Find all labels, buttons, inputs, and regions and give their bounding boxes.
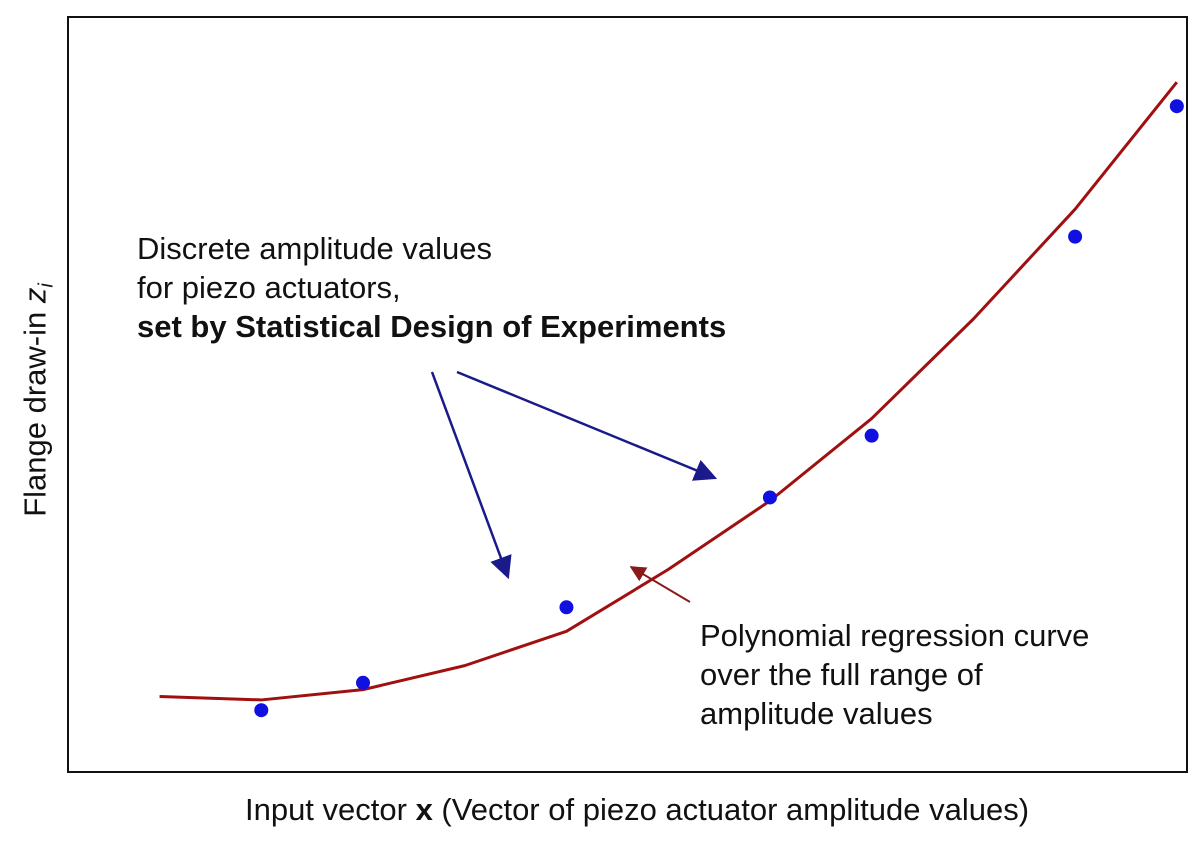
x-axis-label: Input vector x (Vector of piezo actuator… xyxy=(244,792,1030,827)
curve-annotation-line-2: over the full range of xyxy=(700,657,983,692)
data-point-5 xyxy=(864,428,879,443)
curve-annotation-line-3: amplitude values xyxy=(700,696,933,731)
data-point-4 xyxy=(762,490,777,505)
curve-annotation-line-1: Polynomial regression curve xyxy=(700,618,1090,653)
curve-annotation: Polynomial regression curve over the ful… xyxy=(700,616,1089,733)
points-annotation-line-2: for piezo actuators, xyxy=(137,270,401,305)
points-annotation-bold-line: set by Statistical Design of Experiments xyxy=(137,309,727,344)
data-point-3 xyxy=(559,600,574,615)
data-point-2 xyxy=(356,675,371,690)
points-annotation: Discrete amplitude values for piezo actu… xyxy=(137,229,726,346)
plot-frame xyxy=(67,16,1188,773)
data-point-6 xyxy=(1068,229,1083,244)
point-layer xyxy=(254,99,1184,718)
data-point-7 xyxy=(1169,99,1184,114)
data-point-1 xyxy=(254,703,269,718)
annotation-arrow-3 xyxy=(629,566,691,603)
curve-layer xyxy=(159,81,1178,702)
points-annotation-line-1: Discrete amplitude values xyxy=(137,231,492,266)
annotation-arrow-1 xyxy=(430,371,512,580)
y-axis-label: Flange draw-in zi xyxy=(17,283,58,517)
annotation-arrow-2 xyxy=(456,370,718,481)
regression-curve xyxy=(159,81,1178,702)
